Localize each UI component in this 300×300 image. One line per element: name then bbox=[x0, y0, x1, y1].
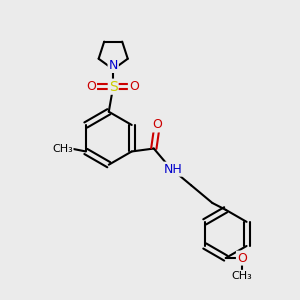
Text: S: S bbox=[109, 80, 118, 94]
Text: CH₃: CH₃ bbox=[52, 143, 73, 154]
Text: CH₃: CH₃ bbox=[232, 271, 252, 281]
Text: O: O bbox=[129, 80, 139, 93]
Text: O: O bbox=[86, 80, 96, 93]
Text: O: O bbox=[237, 252, 247, 265]
Text: O: O bbox=[152, 118, 162, 131]
Text: NH: NH bbox=[164, 163, 182, 176]
Text: N: N bbox=[109, 59, 118, 72]
